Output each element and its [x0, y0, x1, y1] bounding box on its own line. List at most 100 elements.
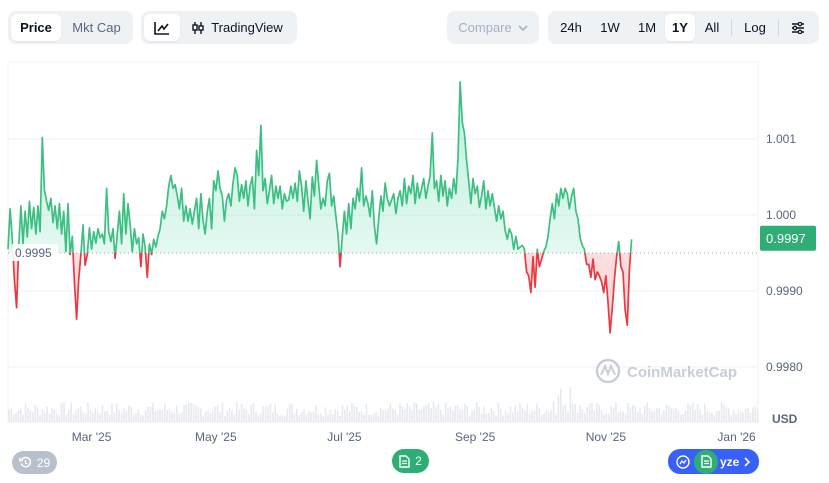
volume-bar	[648, 407, 651, 422]
volume-bar	[401, 406, 404, 422]
volume-bar	[740, 411, 742, 422]
volume-bar	[111, 403, 113, 422]
range-24h[interactable]: 24h	[560, 20, 582, 35]
volume-bar	[147, 406, 149, 422]
volume-bar	[17, 409, 20, 422]
volume-bar	[75, 410, 77, 422]
volume-bar	[389, 403, 392, 422]
volume-bar	[452, 410, 454, 422]
ai-analyze-icon	[676, 454, 690, 469]
range-1y[interactable]: 1Y	[665, 14, 695, 41]
volume-bar	[670, 408, 672, 422]
volume-bar	[562, 405, 564, 422]
volume-bar	[185, 403, 188, 422]
volume-bar	[574, 404, 576, 422]
volume-bar	[526, 404, 528, 422]
volume-bar	[716, 411, 718, 422]
volume-bar	[192, 403, 195, 422]
volume-bar	[723, 404, 725, 422]
volume-bar	[509, 406, 512, 422]
volume-bar	[668, 405, 670, 422]
log-scale-button[interactable]: Log	[744, 20, 766, 35]
volume-bar	[617, 412, 620, 422]
volume-bar	[68, 409, 70, 422]
volume-bar	[586, 407, 588, 422]
volume-bar	[502, 415, 504, 422]
volume-bar	[82, 412, 84, 422]
volume-bar	[135, 412, 137, 422]
analyze-notes-marker[interactable]	[694, 449, 718, 474]
volume-bar	[579, 405, 581, 422]
notes-marker[interactable]: 2	[392, 449, 429, 473]
chart-axes: 1.001 1.000 0.9990 0.9980 USD Mar '25 May '25 J…	[72, 132, 803, 444]
volume-bar	[231, 409, 233, 422]
price-tab[interactable]: Price	[11, 14, 61, 41]
volume-bar	[149, 406, 152, 422]
volume-bar	[747, 408, 749, 422]
volume-bar	[372, 413, 375, 422]
volume-bar	[689, 405, 692, 422]
volume-bar	[519, 403, 521, 422]
volume-bar	[166, 409, 168, 422]
volume-bar	[353, 405, 356, 422]
volume-bar	[495, 415, 497, 422]
volume-bar	[262, 406, 264, 422]
mktcap-tab[interactable]: Mkt Cap	[72, 20, 121, 35]
volume-bar	[550, 410, 552, 422]
price-chart[interactable]: CoinMarketCap 1.001 1.000 0.9990 0.9980 USD M…	[0, 56, 829, 478]
range-1m[interactable]: 1M	[637, 20, 657, 35]
volume-bar	[387, 408, 389, 422]
volume-bar	[629, 407, 632, 422]
compare-dropdown[interactable]: Compare	[447, 11, 539, 44]
volume-bar	[226, 410, 228, 422]
volume-bar	[557, 395, 560, 422]
volume-bar	[423, 406, 425, 422]
volume-bar	[130, 406, 132, 422]
volume-bar	[197, 407, 200, 422]
volume-bar	[687, 403, 689, 422]
volume-bar	[507, 413, 509, 422]
volume-bars	[8, 387, 759, 422]
volume-bar	[255, 412, 257, 422]
volume-bar	[492, 411, 495, 422]
volume-bar	[608, 414, 610, 422]
volume-bar	[310, 412, 312, 422]
volume-bar	[320, 413, 322, 422]
volume-bar	[176, 405, 178, 422]
baseline-label-bg	[12, 244, 58, 261]
volume-bar	[221, 402, 224, 422]
volume-bar	[706, 411, 708, 422]
line-chart-button[interactable]	[144, 14, 180, 41]
volume-bar	[447, 408, 449, 422]
volume-bar	[624, 413, 627, 422]
volume-bar	[692, 403, 694, 422]
volume-bar	[80, 406, 82, 422]
volume-bar	[207, 410, 209, 422]
tradingview-button[interactable]: TradingView	[182, 14, 292, 41]
volume-bar	[636, 412, 639, 422]
volume-bar	[312, 411, 315, 422]
volume-bar	[464, 403, 466, 422]
volume-bar	[406, 403, 408, 422]
volume-bar	[641, 414, 644, 422]
volume-bar	[238, 409, 240, 422]
volume-bar	[516, 411, 519, 422]
history-marker[interactable]: 29	[12, 451, 57, 474]
volume-bar	[413, 402, 416, 422]
volume-bar	[473, 409, 476, 422]
analyze-button[interactable]: yze	[668, 449, 759, 474]
volume-bar	[749, 412, 752, 422]
volume-bar	[308, 411, 310, 422]
volume-bar	[324, 407, 327, 422]
watermark: CoinMarketCap	[595, 358, 737, 384]
range-1w[interactable]: 1W	[600, 20, 620, 35]
history-icon	[18, 456, 31, 468]
sliders-icon	[792, 21, 804, 34]
chart-settings-button[interactable]	[781, 14, 815, 41]
volume-bar	[742, 412, 744, 422]
range-all[interactable]: All	[704, 20, 720, 35]
volume-bar	[598, 404, 600, 422]
x-tick-label: Mar '25	[72, 430, 112, 444]
notes-count: 2	[415, 454, 422, 468]
volume-bar	[500, 408, 502, 422]
